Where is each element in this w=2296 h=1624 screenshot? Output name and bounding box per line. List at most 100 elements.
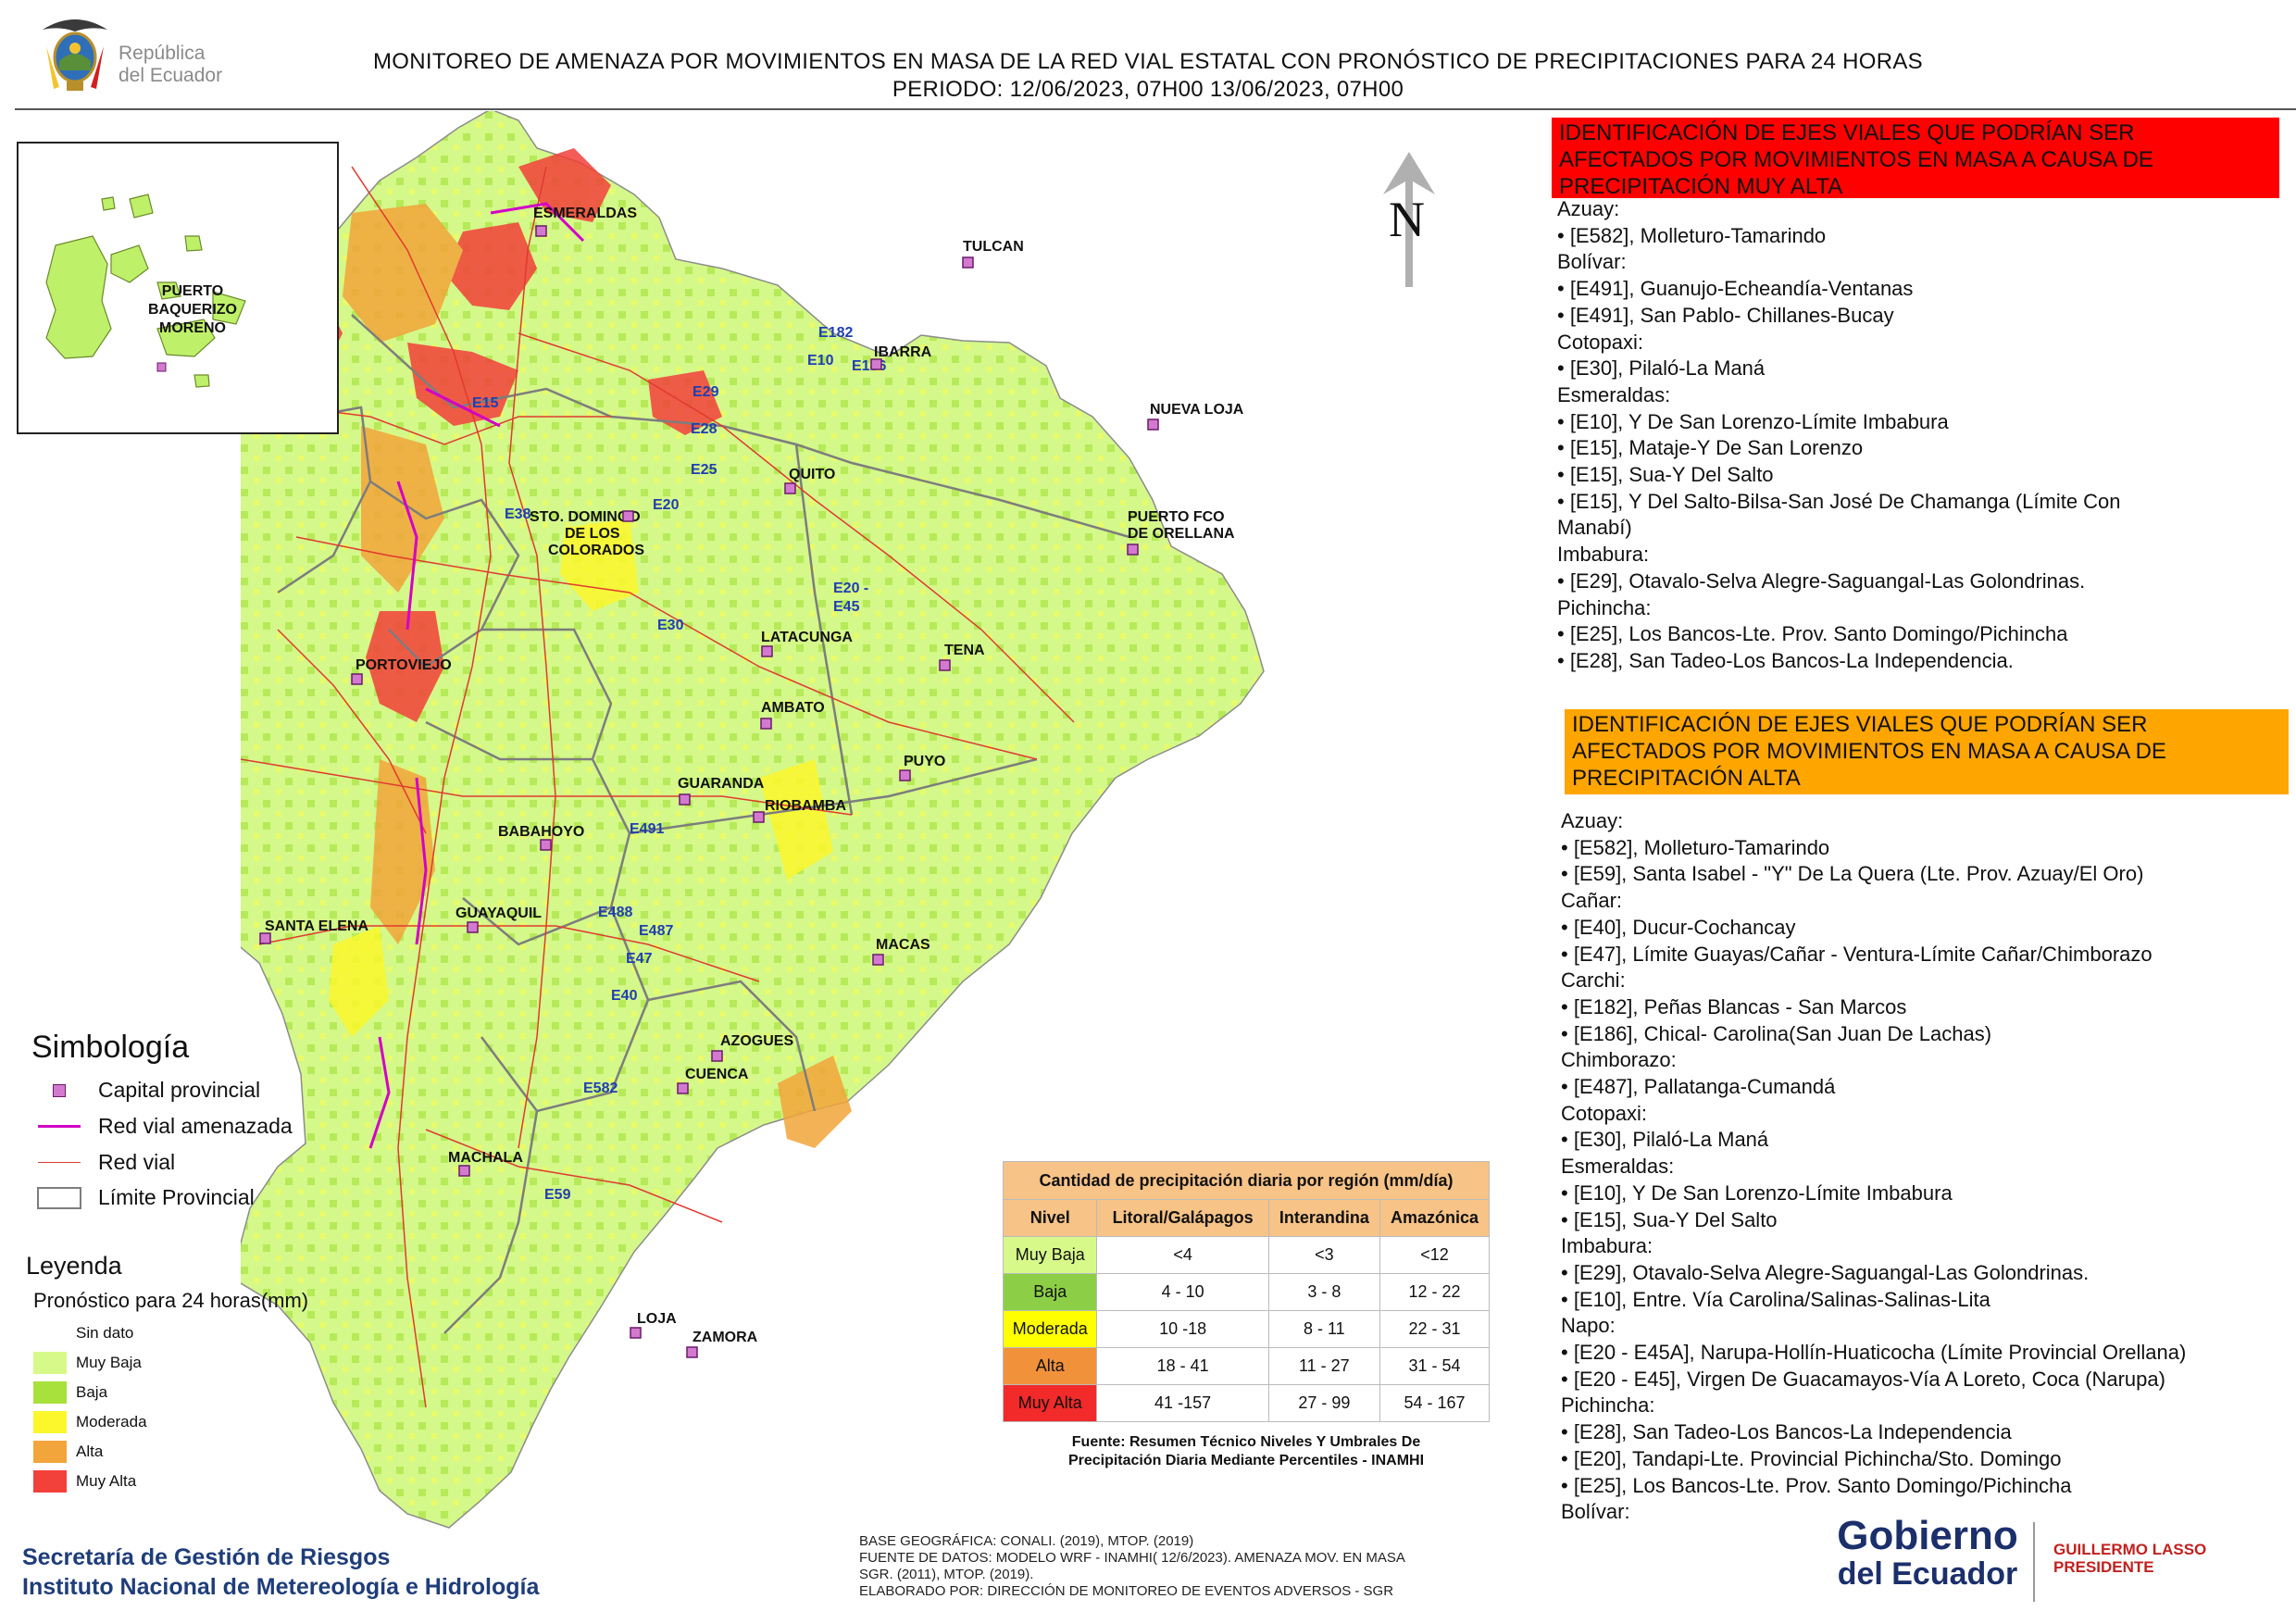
threatened-road-line-icon xyxy=(37,1125,81,1128)
legend-item: Moderada xyxy=(33,1411,147,1433)
symbology-label: Red vial amenazada xyxy=(98,1114,293,1138)
list-item: • [E15], Y Del Salto-Bilsa-San José De C… xyxy=(1557,489,2121,513)
list-item: Bolívar: xyxy=(1557,250,1627,274)
list-item: Carchi: xyxy=(1561,968,1626,993)
muy-alta-header: IDENTIFICACIÓN DE EJES VIALES QUE PODRÍA… xyxy=(1552,118,2279,198)
inset-city-label: PUERTO BAQUERIZO MORENO xyxy=(148,283,237,336)
legend-swatch xyxy=(33,1470,67,1493)
map-credits: BASE GEOGRÁFICA: CONALI. (2019), MTOP. (… xyxy=(859,1533,1405,1599)
road-label: E10 xyxy=(807,353,834,369)
list-item: Esmeraldas: xyxy=(1557,382,1671,406)
north-label: N xyxy=(1389,192,1425,247)
threatened-road-network xyxy=(368,202,585,1149)
legend-item: Muy Alta xyxy=(33,1470,136,1493)
road-label: E186 xyxy=(852,358,886,374)
road-label: E491 xyxy=(630,821,664,837)
list-item: • [E15], Mataje-Y De San Lorenzo xyxy=(1557,436,1864,460)
legend-item: Sin dato xyxy=(33,1322,133,1344)
symbology-capital: Capital provincial xyxy=(37,1078,260,1103)
header-divider xyxy=(15,108,2296,110)
list-item: Pichincha: xyxy=(1557,595,1652,619)
symbology-title: Simbología xyxy=(31,1030,190,1065)
ecuador-mainland xyxy=(241,111,1265,1529)
table-row: Alta 18 - 41 11 - 27 31 - 54 xyxy=(1002,1347,1491,1385)
boundary-box-icon xyxy=(37,1186,81,1209)
level-cell: Baja xyxy=(1002,1273,1098,1311)
road-label: E15 xyxy=(472,395,499,411)
road-label: E29 xyxy=(693,384,719,400)
table-header: Litoral/Galápagos xyxy=(1096,1199,1269,1237)
list-item: • [E10], Y De San Lorenzo-Límite Imbabur… xyxy=(1557,409,1949,433)
list-item: Manabí) xyxy=(1557,516,1632,540)
legend-swatch xyxy=(33,1411,67,1433)
muy-alta-list: Azuay: • [E582], Molleturo-Tamarindo Bol… xyxy=(1557,196,2289,675)
legend-swatch xyxy=(33,1352,67,1374)
list-item: Imbabura: xyxy=(1561,1234,1653,1258)
road-labels: E182 E10 E186 E15 E29 E28 E25 E38 E20 E3… xyxy=(472,325,886,1203)
table-header: Nivel xyxy=(1002,1199,1098,1237)
level-cell: Muy Alta xyxy=(1002,1384,1098,1422)
legend-item: Baja xyxy=(33,1381,107,1404)
legend-swatch xyxy=(33,1381,67,1404)
symbology-label: Límite Provincial xyxy=(98,1185,255,1209)
list-item: • [E182], Peñas Blancas - San Marcos xyxy=(1561,994,1907,1018)
road-label: E582 xyxy=(583,1081,618,1096)
legend-swatch xyxy=(33,1322,67,1344)
symbology-label: Red vial xyxy=(98,1150,176,1174)
legend-subtitle: Pronóstico para 24 horas(mm) xyxy=(33,1289,309,1312)
list-item: Pichincha: xyxy=(1561,1393,1655,1418)
list-item: • [E20], Tandapi-Lte. Provincial Pichinc… xyxy=(1561,1446,2062,1470)
level-cell: Muy Baja xyxy=(1002,1236,1098,1274)
road-label: E182 xyxy=(818,325,853,341)
road-label: E59 xyxy=(544,1187,571,1203)
alta-list: Azuay: • [E582], Molleturo-Tamarindo • [… xyxy=(1561,808,2292,1526)
galapagos-inset[interactable]: PUERTO BAQUERIZO MORENO xyxy=(17,142,339,434)
road-line-icon xyxy=(37,1161,81,1164)
symbology-road: Red vial xyxy=(37,1150,175,1175)
list-item: • [E20 - E45A], Narupa-Hollín-Huaticocha… xyxy=(1561,1341,2187,1365)
table-row: Muy Alta 41 -157 27 - 99 54 - 167 xyxy=(1002,1384,1491,1422)
list-item: Cotopaxi: xyxy=(1561,1101,1647,1125)
list-item: • [E15], Sua-Y Del Salto xyxy=(1561,1207,1778,1231)
organization-names: Secretaría de Gestión de Riesgos Institu… xyxy=(22,1544,540,1600)
logo-divider xyxy=(2033,1522,2035,1602)
list-item: • [E29], Otavalo-Selva Alegre-Saguangal-… xyxy=(1557,568,2086,593)
table-source: Fuente: Resumen Técnico Niveles Y Umbral… xyxy=(1067,1434,1425,1468)
president-label: GUILLERMO LASSO PRESIDENTE xyxy=(2053,1541,2207,1576)
legend-item: Muy Baja xyxy=(33,1352,142,1374)
list-item: • [E186], Chical- Carolina(San Juan De L… xyxy=(1561,1021,1992,1045)
list-item: Napo: xyxy=(1561,1314,1616,1338)
road-label: E20 - xyxy=(833,581,868,596)
road-label: E45 xyxy=(833,599,860,615)
republica-logo-text: República del Ecuador xyxy=(119,43,223,86)
road-label: E28 xyxy=(691,421,718,437)
list-item: • [E25], Los Bancos-Lte. Prov. Santo Dom… xyxy=(1557,622,2068,646)
list-item: Esmeraldas: xyxy=(1561,1155,1675,1179)
page-title: MONITOREO DE AMENAZA POR MOVIMIENTOS EN … xyxy=(373,49,1923,102)
level-cell: Alta xyxy=(1002,1347,1098,1385)
list-item: • [E25], Los Bancos-Lte. Prov. Santo Dom… xyxy=(1561,1473,2072,1497)
road-label: E488 xyxy=(598,905,632,920)
provincial-boundaries xyxy=(258,314,1130,1334)
road-label: E487 xyxy=(639,923,673,939)
list-item: • [E487], Pallatanga-Cumandá xyxy=(1561,1075,1836,1099)
list-item: • [E582], Molleturo-Tamarindo xyxy=(1557,223,1827,247)
precipitation-table: Cantidad de precipitación diaria por reg… xyxy=(1002,1161,1491,1422)
list-item: • [E582], Molleturo-Tamarindo xyxy=(1561,835,1830,859)
list-item: • [E28], San Tadeo-Los Bancos-La Indepen… xyxy=(1557,648,2014,672)
ecuador-coat-of-arms-logo xyxy=(33,9,117,98)
list-item: • [E59], Santa Isabel - "Y" De La Quera … xyxy=(1561,862,2144,886)
road-label: E40 xyxy=(611,988,638,1004)
table-row: Moderada 10 -18 8 - 11 22 - 31 xyxy=(1002,1310,1491,1348)
alta-header: IDENTIFICACIÓN DE EJES VIALES QUE PODRÍA… xyxy=(1565,709,2289,794)
road-label: E47 xyxy=(626,951,653,967)
list-item: • [E491], San Pablo- Chillanes-Bucay xyxy=(1557,303,1894,327)
road-label: E20 xyxy=(653,497,680,513)
galapagos-map xyxy=(45,194,246,388)
list-item: Cotopaxi: xyxy=(1557,330,1643,354)
list-item: • [E20 - E45], Virgen De Guacamayos-Vía … xyxy=(1561,1367,2165,1391)
symbology-boundary: Límite Provincial xyxy=(37,1185,255,1210)
table-caption: Cantidad de precipitación diaria por reg… xyxy=(1003,1161,1490,1200)
list-item: • [E28], San Tadeo-Los Bancos-La Indepen… xyxy=(1561,1420,2012,1444)
symbology-threatened-road: Red vial amenazada xyxy=(37,1114,293,1139)
